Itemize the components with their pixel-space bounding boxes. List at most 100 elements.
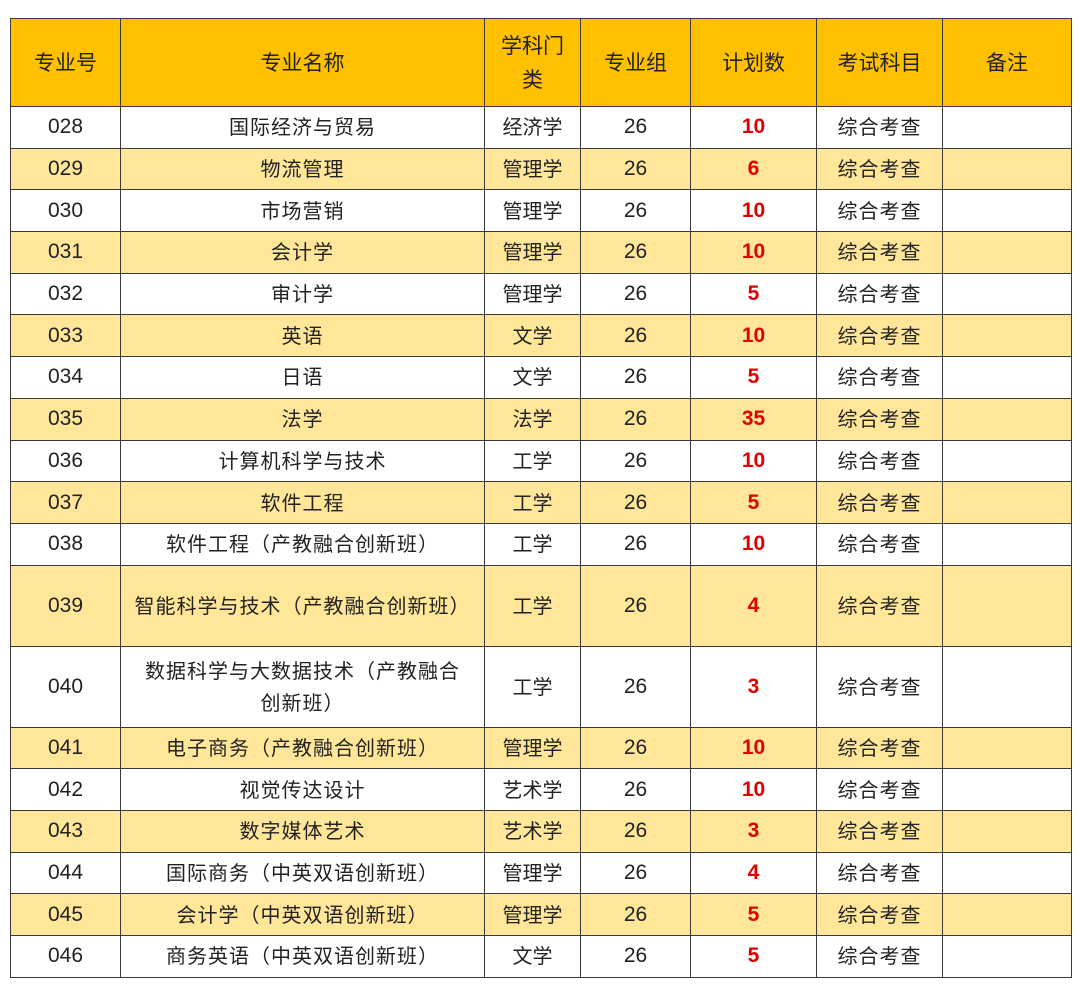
cell-notes (942, 356, 1072, 399)
header-notes: 备注 (942, 18, 1072, 107)
cell-plan-count: 35 (690, 397, 817, 441)
cell-notes (942, 439, 1072, 483)
cell-major-code: 028 (10, 106, 121, 149)
cell-category: 文学 (484, 314, 581, 358)
cell-group: 26 (580, 272, 691, 316)
cell-major-name: 审计学 (120, 272, 485, 316)
cell-group: 26 (580, 314, 691, 358)
cell-notes (942, 564, 1072, 647)
cell-major-name: 软件工程 (120, 481, 485, 524)
cell-category: 管理学 (484, 189, 581, 233)
header-category: 学科门类 (484, 18, 581, 107)
cell-major-code: 030 (10, 189, 121, 233)
cell-category: 工学 (484, 564, 581, 647)
cell-major-code: 040 (10, 645, 121, 728)
cell-category: 管理学 (484, 893, 581, 936)
cell-plan-count: 10 (690, 106, 817, 149)
table-row: 036 计算机科学与技术 工学 26 10 综合考查 (10, 439, 1072, 483)
cell-exam-subject: 综合考查 (816, 522, 943, 566)
cell-major-code: 029 (10, 147, 121, 191)
cell-plan-count: 10 (690, 726, 817, 770)
cell-category: 艺术学 (484, 809, 581, 853)
cell-group: 26 (580, 893, 691, 936)
cell-category: 管理学 (484, 231, 581, 274)
cell-major-name: 国际经济与贸易 (120, 106, 485, 149)
cell-category: 管理学 (484, 726, 581, 770)
cell-notes (942, 893, 1072, 936)
cell-plan-count: 5 (690, 272, 817, 316)
header-row: 专业号 专业名称 学科门类 专业组 计划数 考试科目 备注 (10, 18, 1072, 107)
cell-notes (942, 272, 1072, 316)
header-major-name: 专业名称 (120, 18, 485, 107)
cell-notes (942, 768, 1072, 811)
cell-plan-count: 5 (690, 893, 817, 936)
cell-notes (942, 147, 1072, 191)
cell-major-name: 日语 (120, 356, 485, 399)
cell-major-code: 033 (10, 314, 121, 358)
cell-category: 管理学 (484, 851, 581, 895)
cell-notes (942, 809, 1072, 853)
cell-group: 26 (580, 147, 691, 191)
cell-exam-subject: 综合考查 (816, 272, 943, 316)
cell-category: 工学 (484, 645, 581, 728)
cell-exam-subject: 综合考查 (816, 397, 943, 441)
header-group: 专业组 (580, 18, 691, 107)
cell-group: 26 (580, 106, 691, 149)
table-row: 038 软件工程（产教融合创新班） 工学 26 10 综合考查 (10, 522, 1072, 566)
cell-major-code: 046 (10, 935, 121, 978)
cell-group: 26 (580, 809, 691, 853)
cell-major-name: 数字媒体艺术 (120, 809, 485, 853)
cell-exam-subject: 综合考查 (816, 481, 943, 524)
table-row: 033 英语 文学 26 10 综合考查 (10, 314, 1072, 358)
cell-group: 26 (580, 439, 691, 483)
cell-major-code: 035 (10, 397, 121, 441)
cell-major-name: 商务英语（中英双语创新班） (120, 935, 485, 978)
cell-notes (942, 522, 1072, 566)
cell-major-name: 智能科学与技术（产教融合创新班） (120, 564, 485, 647)
table-row: 029 物流管理 管理学 26 6 综合考查 (10, 147, 1072, 191)
cell-major-code: 036 (10, 439, 121, 483)
cell-exam-subject: 综合考查 (816, 314, 943, 358)
table-row: 040 数据科学与大数据技术（产教融合创新班） 工学 26 3 综合考查 (10, 645, 1072, 728)
cell-notes (942, 314, 1072, 358)
cell-plan-count: 10 (690, 522, 817, 566)
cell-notes (942, 935, 1072, 978)
cell-exam-subject: 综合考查 (816, 147, 943, 191)
cell-category: 管理学 (484, 147, 581, 191)
cell-major-name: 数据科学与大数据技术（产教融合创新班） (120, 645, 485, 728)
table-row: 035 法学 法学 26 35 综合考查 (10, 397, 1072, 441)
table-row: 045 会计学（中英双语创新班） 管理学 26 5 综合考查 (10, 893, 1072, 936)
cell-category: 文学 (484, 935, 581, 978)
cell-category: 工学 (484, 439, 581, 483)
cell-exam-subject: 综合考查 (816, 189, 943, 233)
cell-notes (942, 481, 1072, 524)
header-major-code: 专业号 (10, 18, 121, 107)
cell-notes (942, 851, 1072, 895)
cell-major-code: 037 (10, 481, 121, 524)
cell-group: 26 (580, 564, 691, 647)
cell-group: 26 (580, 189, 691, 233)
cell-plan-count: 6 (690, 147, 817, 191)
cell-exam-subject: 综合考查 (816, 809, 943, 853)
cell-plan-count: 4 (690, 564, 817, 647)
cell-major-code: 043 (10, 809, 121, 853)
cell-major-name: 英语 (120, 314, 485, 358)
cell-category: 工学 (484, 481, 581, 524)
cell-group: 26 (580, 522, 691, 566)
cell-major-code: 042 (10, 768, 121, 811)
table-row: 039 智能科学与技术（产教融合创新班） 工学 26 4 综合考查 (10, 564, 1072, 647)
table-row: 044 国际商务（中英双语创新班） 管理学 26 4 综合考查 (10, 851, 1072, 895)
cell-exam-subject: 综合考查 (816, 439, 943, 483)
cell-major-name: 法学 (120, 397, 485, 441)
cell-plan-count: 4 (690, 851, 817, 895)
cell-major-code: 039 (10, 564, 121, 647)
cell-major-code: 038 (10, 522, 121, 566)
cell-exam-subject: 综合考查 (816, 106, 943, 149)
table-row: 031 会计学 管理学 26 10 综合考查 (10, 231, 1072, 274)
cell-notes (942, 231, 1072, 274)
cell-plan-count: 5 (690, 935, 817, 978)
cell-notes (942, 645, 1072, 728)
cell-plan-count: 3 (690, 645, 817, 728)
cell-notes (942, 397, 1072, 441)
table-row: 042 视觉传达设计 艺术学 26 10 综合考查 (10, 768, 1072, 811)
